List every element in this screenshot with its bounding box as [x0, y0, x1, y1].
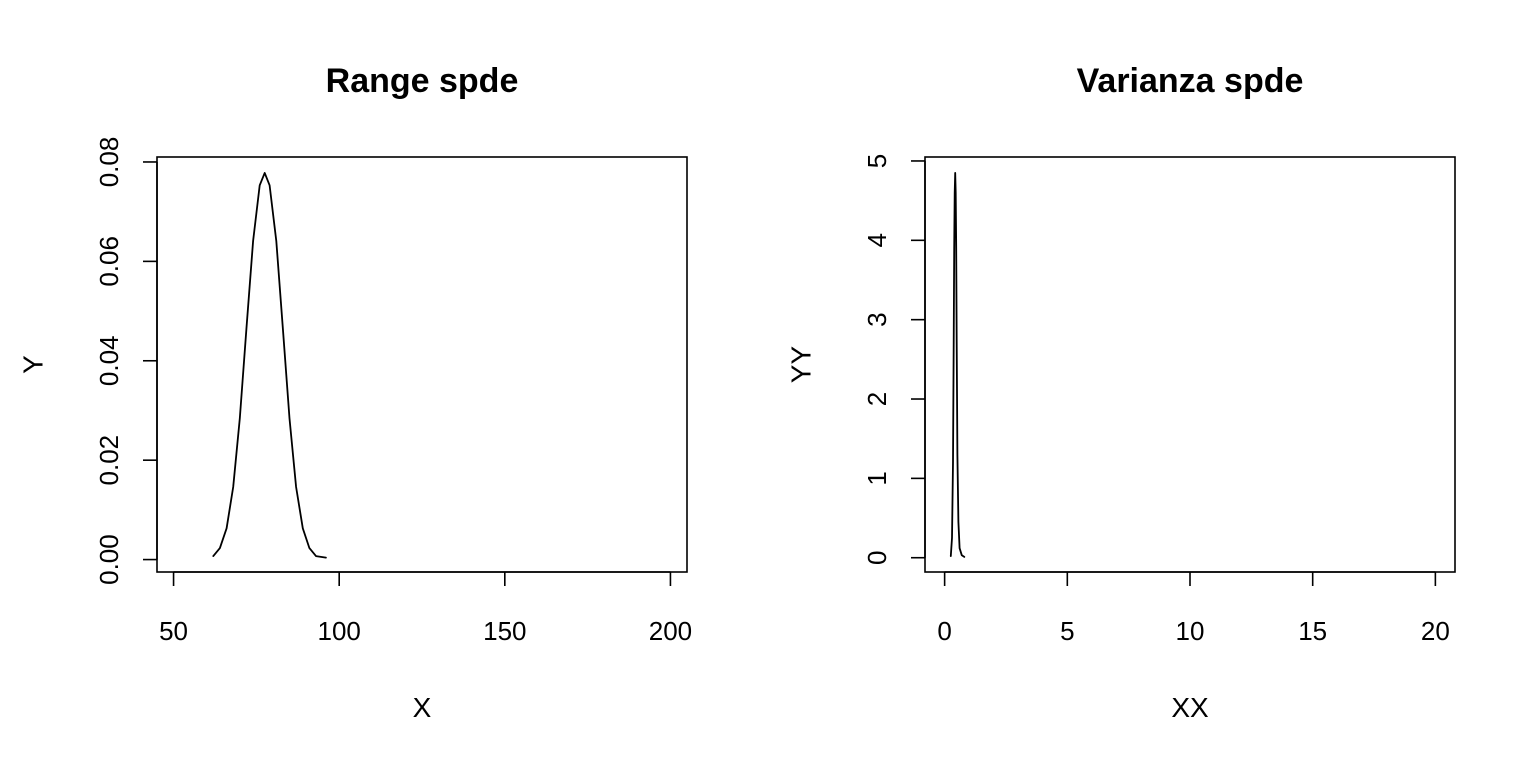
plot-frame	[924, 156, 1456, 573]
density-line-1	[949, 171, 966, 558]
y-axis-title: YY	[786, 346, 817, 384]
x-tick-label: 20	[1421, 616, 1450, 646]
y-tick-label: 1	[862, 471, 892, 485]
chart-panel-2: Varianza spde 0 5 10 15 20 0 1 2 3 4 5 XX YY	[786, 62, 1456, 723]
x-tick-label: 10	[1176, 616, 1205, 646]
y-tick-label: 0	[862, 550, 892, 564]
y-tick-label: 0.00	[94, 534, 124, 585]
y-tick-label: 0.02	[94, 435, 124, 486]
x-tick-label: 100	[317, 616, 360, 646]
x-tick-label: 5	[1060, 616, 1074, 646]
y-tick-label: 4	[862, 233, 892, 247]
y-tick-label: 0.06	[94, 236, 124, 287]
density-line-1	[212, 171, 327, 559]
chart-title: Range spde	[326, 62, 519, 100]
y-tick-label: 3	[862, 312, 892, 326]
y-tick-label: 5	[862, 154, 892, 168]
x-tick-label: 15	[1298, 616, 1327, 646]
chart-panel-1: Range spde 50 100 150 200 0.00 0.02 0.04 0.06 0.0…	[18, 62, 693, 723]
plot-frame	[156, 156, 688, 573]
y-tick-label: 0.08	[94, 137, 124, 188]
y-tick-label: 0.04	[94, 335, 124, 386]
y-tick-label: 2	[862, 392, 892, 406]
x-tick-label: 150	[483, 616, 526, 646]
x-tick-label: 50	[159, 616, 188, 646]
x-tick-label: 0	[937, 616, 951, 646]
x-tick-label: 200	[649, 616, 692, 646]
chart-title: Varianza spde	[1077, 62, 1304, 100]
y-axis-title: Y	[18, 355, 49, 374]
x-axis-title: X	[413, 692, 432, 723]
x-axis-title: XX	[1171, 692, 1209, 723]
